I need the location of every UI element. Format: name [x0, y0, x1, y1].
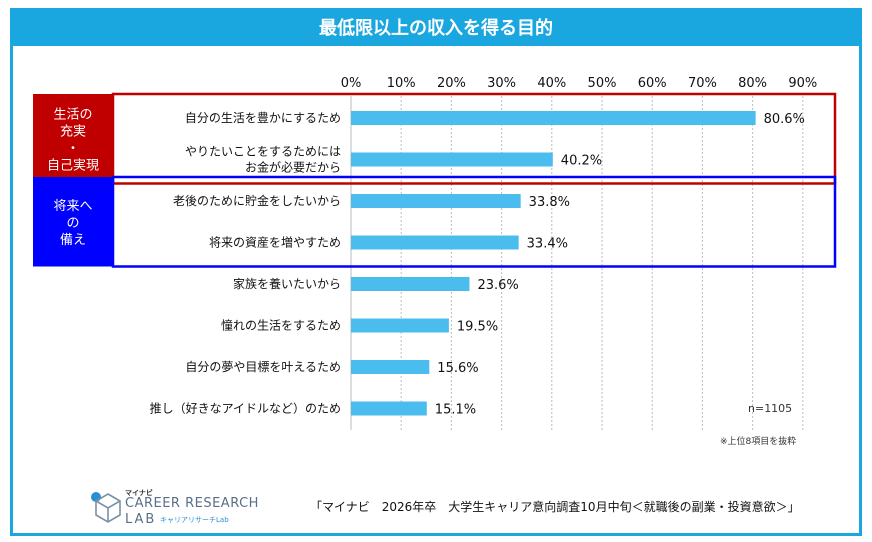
x-tick-label: 50% [588, 76, 617, 91]
sample-size: n=1105 [748, 402, 793, 415]
data-label: 19.5% [457, 320, 498, 335]
data-label: 15.6% [437, 361, 478, 376]
category-label: 自分の夢や目標を叶えるため [185, 360, 341, 374]
category-label: 将来の資産を増やすため [209, 235, 341, 250]
bar [351, 318, 449, 333]
group-label-box [33, 94, 113, 184]
category-label: 家族を養いたいから [233, 276, 341, 291]
category-label: やりたいことをするためには [185, 145, 341, 159]
logo-small-text: マイナビ [125, 489, 153, 497]
x-tick-label: 20% [437, 76, 466, 91]
x-tick-label: 40% [537, 76, 566, 91]
x-tick-label: 10% [387, 76, 416, 91]
x-tick-label: 30% [487, 76, 516, 91]
group-label: 生活の [53, 107, 92, 122]
note-text: ※上位8項目を抜粋 [720, 437, 797, 447]
source-citation: 「マイナビ 2026年卒 大学生キャリア意向調査10月中旬＜就職後の副業・投資意… [310, 500, 800, 514]
bar [351, 152, 553, 167]
chart-title: 最低限以上の収入を得る目的 [10, 8, 862, 46]
bar [351, 360, 430, 374]
category-label: お金が必要だから [245, 160, 341, 175]
category-label: 老後のために貯金をしたいから [173, 193, 341, 208]
x-tick-label: 0% [341, 76, 362, 91]
logo-graphic [88, 488, 248, 528]
logo-sub-text: キャリアリサーチLab [160, 516, 229, 524]
data-label: 40.2% [561, 154, 602, 169]
data-label: 33.4% [527, 237, 568, 252]
x-tick-label: 70% [688, 76, 717, 91]
cube-logo-icon [91, 492, 121, 523]
data-label: 15.1% [435, 403, 476, 418]
chart-frame [10, 8, 862, 536]
bar [351, 111, 756, 125]
data-label: 23.6% [477, 278, 518, 293]
x-tick-label: 60% [638, 76, 667, 91]
x-tick-label: 80% [738, 76, 767, 91]
group-label-box [33, 177, 113, 267]
bar [351, 401, 427, 416]
group-label: 充実 [60, 123, 86, 139]
bar [351, 194, 521, 208]
data-label: 80.6% [764, 112, 805, 127]
category-label: 自分の生活を豊かにするため [185, 111, 341, 125]
category-label: 憧れの生活をするため [221, 318, 341, 333]
logo-lab-text: LAB [125, 512, 157, 527]
bar [351, 235, 519, 250]
bar [351, 277, 470, 291]
category-label: 推し（好きなアイドルなど）のため [150, 402, 341, 416]
group-label: 将来へ [53, 199, 92, 214]
group-label: 備え [60, 232, 86, 248]
data-label: 33.8% [529, 195, 570, 210]
group-outline [111, 92, 837, 185]
group-outline [111, 175, 837, 268]
x-tick-label: 90% [788, 76, 817, 91]
group-label: の [66, 216, 79, 231]
logo-main-text: CAREER RESEARCH [125, 496, 259, 511]
group-label: 自己実現 [47, 157, 99, 173]
group-label: ・ [66, 141, 79, 156]
